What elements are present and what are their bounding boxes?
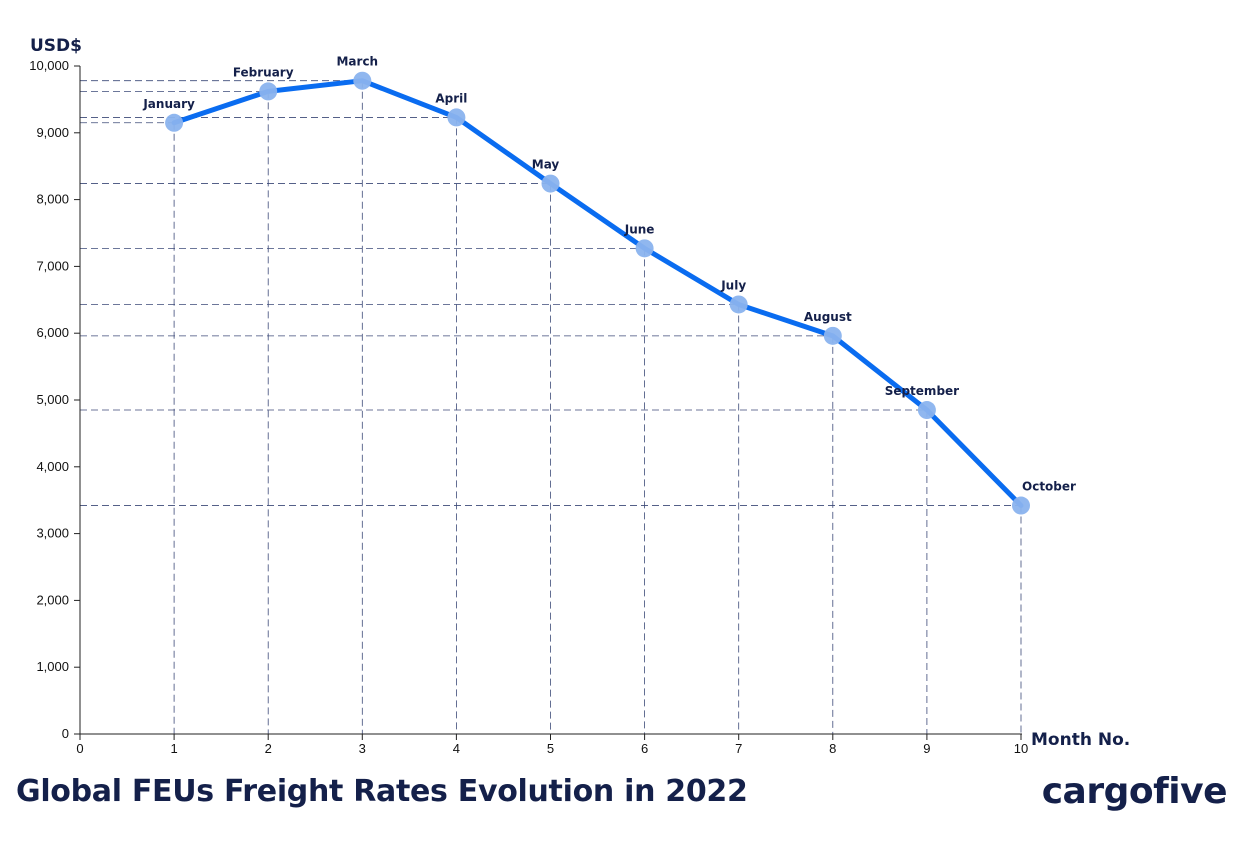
x-tick-label: 6 [641, 741, 648, 756]
y-tick-label: 6,000 [36, 325, 69, 340]
reference-guides [80, 80, 1022, 734]
y-tick-label: 10,000 [29, 58, 69, 73]
x-axis-title: Month No. [1031, 730, 1130, 750]
data-point-label: June [624, 222, 655, 236]
y-axis-ticks: 0 1,000 2,000 3,000 4,000 5,000 6,000 7,000 8,00… [29, 58, 80, 741]
freight-rate-chart: 0 1,000 2,000 3,000 4,000 5,000 6,000 7,000 8,00… [29, 36, 1130, 756]
y-tick-label: 8,000 [36, 192, 69, 207]
data-point-marker [1012, 496, 1030, 515]
x-tick-label: 0 [76, 741, 83, 756]
x-tick-label: 9 [923, 741, 930, 756]
data-point-label: April [435, 91, 467, 105]
y-tick-label: 9,000 [36, 125, 69, 140]
x-tick-label: 8 [829, 741, 836, 756]
data-point-marker [823, 326, 842, 345]
data-point-label: March [336, 55, 378, 69]
y-tick-label: 5,000 [36, 392, 69, 407]
x-tick-label: 1 [170, 741, 177, 756]
data-point-marker [635, 239, 654, 258]
data-point-marker [447, 108, 466, 127]
data-point-label: October [1022, 480, 1076, 494]
y-tick-label: 3,000 [36, 526, 69, 541]
chart-title: Global FEUs Freight Rates Evolution in 2… [16, 774, 748, 809]
data-points [165, 71, 1030, 515]
y-tick-label: 1,000 [36, 659, 69, 674]
data-point-marker [353, 71, 372, 90]
x-axis-ticks: 0 1 2 3 4 5 6 7 8 9 10 [76, 734, 1028, 756]
y-tick-label: 4,000 [36, 459, 69, 474]
data-point-marker [729, 295, 748, 314]
point-labels: January February March April May June July Augu… [142, 55, 1076, 494]
cargofive-logo: cargofive [1041, 771, 1228, 812]
data-point-label: February [233, 65, 294, 79]
data-point-label: August [804, 310, 852, 324]
x-tick-label: 10 [1014, 741, 1028, 756]
data-point-marker [259, 82, 278, 101]
data-point-label: July [720, 278, 746, 292]
y-tick-label: 0 [62, 726, 69, 741]
data-point-label: September [885, 384, 959, 398]
x-tick-label: 5 [547, 741, 554, 756]
data-point-marker [541, 174, 560, 193]
data-point-marker [917, 401, 936, 420]
data-point-label: January [142, 97, 195, 111]
series-line [171, 78, 1024, 509]
y-axis-title: USD$ [30, 36, 82, 56]
x-tick-label: 7 [735, 741, 742, 756]
x-tick-label: 3 [359, 741, 366, 756]
x-tick-label: 2 [265, 741, 272, 756]
y-tick-label: 7,000 [36, 258, 69, 273]
x-tick-label: 4 [453, 741, 460, 756]
data-point-marker [165, 113, 184, 132]
y-tick-label: 2,000 [36, 592, 69, 607]
data-point-label: May [532, 158, 560, 172]
